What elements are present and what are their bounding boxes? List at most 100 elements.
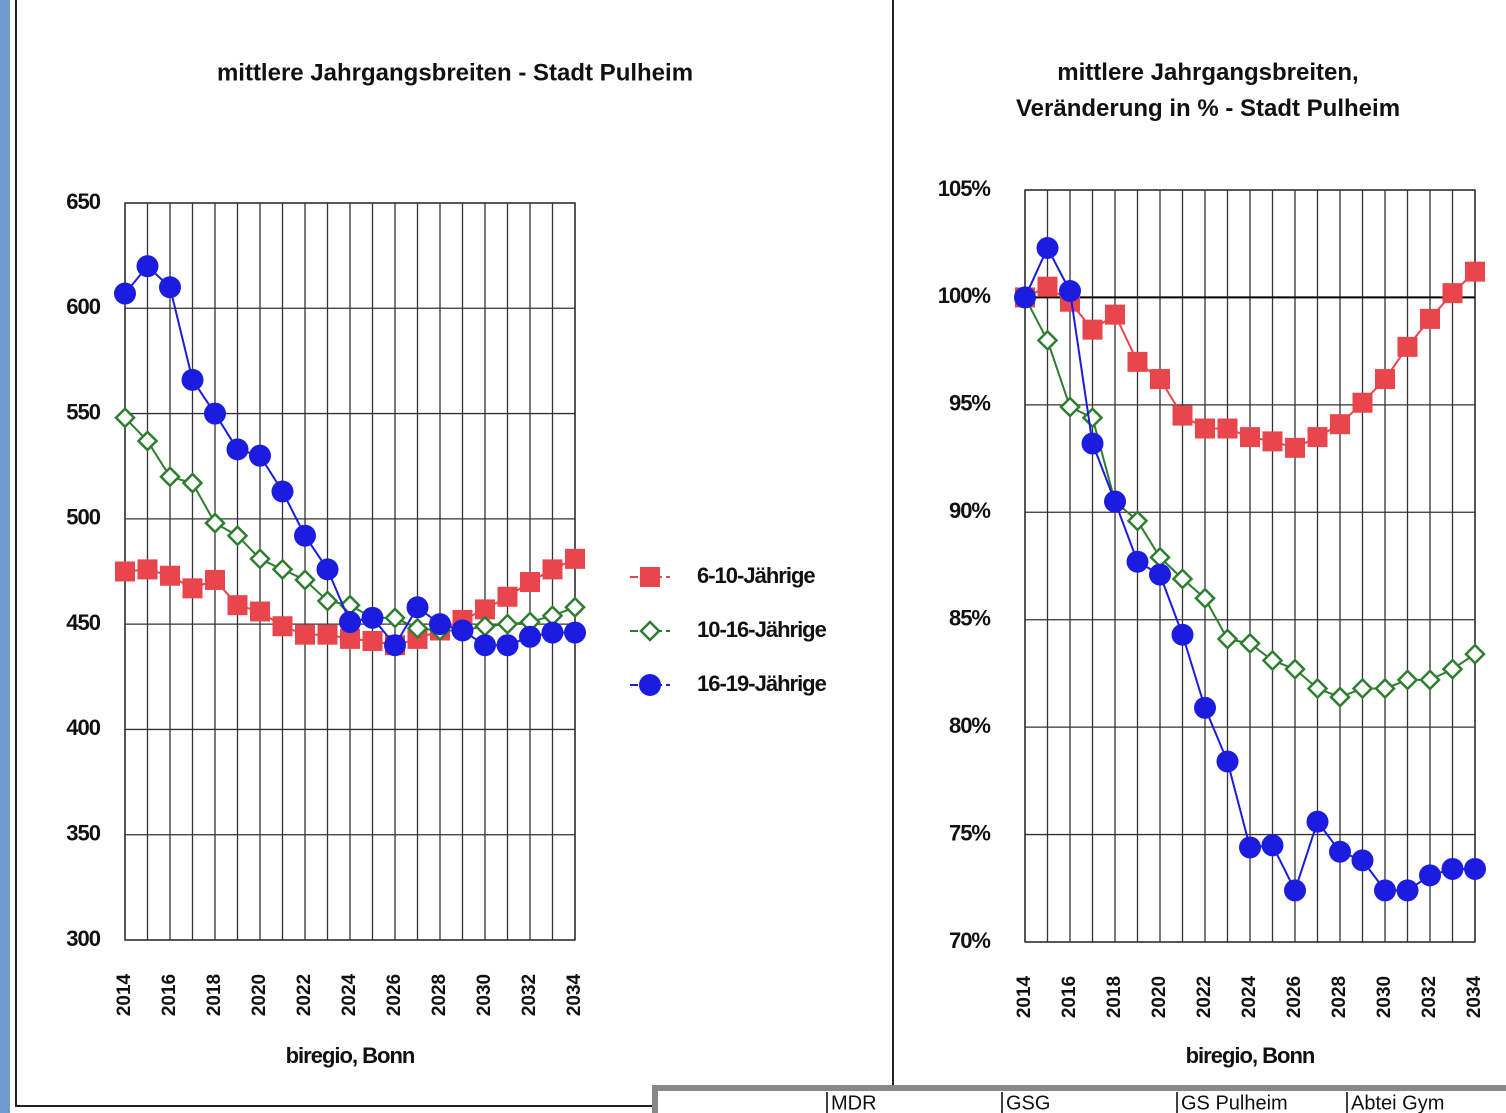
marker: [1262, 431, 1283, 452]
x-tick-label: 2022: [294, 974, 315, 1016]
x-tick-label: 2028: [429, 974, 450, 1016]
marker: [475, 599, 495, 620]
y-tick-label: 95%: [949, 391, 990, 416]
x-tick-label: 2030: [474, 974, 495, 1016]
x-tick-label: 2014: [1014, 975, 1035, 1018]
source: biregio, Bonn: [286, 1043, 415, 1068]
y-tick-label: 70%: [949, 928, 990, 953]
x-tick-label: 2014: [114, 973, 135, 1016]
marker: [1396, 879, 1419, 902]
marker: [1149, 563, 1171, 586]
marker: [114, 282, 136, 305]
marker: [429, 613, 451, 636]
legend-marker: [639, 674, 661, 696]
table-fragment: MDR GSG GS Pulheim Abtei Gym: [652, 1085, 1506, 1113]
marker: [1374, 677, 1396, 700]
x-tick-label: 2034: [1464, 975, 1485, 1018]
marker: [160, 565, 180, 586]
marker: [159, 276, 181, 299]
chart-title: mittlere Jahrgangsbreiten - Stadt Pulhei…: [217, 59, 693, 86]
y-tick-label: 400: [66, 715, 100, 740]
marker: [1171, 568, 1194, 590]
marker: [1374, 879, 1396, 902]
marker: [340, 628, 360, 649]
marker: [316, 590, 339, 612]
marker: [1036, 329, 1059, 352]
marker: [1216, 628, 1239, 650]
marker: [272, 616, 293, 637]
y-tick-label: 105%: [938, 176, 991, 201]
y-tick-label: 500: [66, 505, 100, 530]
x-tick-label: 2020: [1149, 976, 1170, 1018]
table-header: MDR: [831, 1092, 877, 1113]
marker: [565, 548, 585, 569]
x-tick-label: 2030: [1374, 976, 1395, 1018]
marker: [1465, 261, 1485, 282]
marker: [271, 558, 294, 581]
legend-marker: [639, 620, 661, 642]
y-tick-label: 80%: [949, 713, 990, 738]
marker: [1261, 834, 1284, 857]
marker: [1306, 810, 1329, 833]
x-tick-label: 2016: [1059, 976, 1080, 1018]
marker: [1330, 414, 1350, 435]
marker: [317, 624, 338, 645]
marker: [250, 601, 270, 622]
marker: [204, 402, 226, 425]
marker: [1442, 283, 1463, 304]
marker: [1172, 405, 1193, 426]
marker: [1351, 849, 1374, 872]
marker: [316, 558, 339, 581]
x-tick-label: 2032: [519, 974, 540, 1016]
y-tick-label: 100%: [938, 283, 991, 308]
table-header: Abtei Gym: [1351, 1092, 1444, 1113]
x-tick-label: 2020: [249, 974, 270, 1016]
marker: [1307, 427, 1328, 448]
x-tick-label: 2018: [204, 974, 225, 1016]
marker: [496, 613, 519, 635]
marker: [1105, 304, 1125, 325]
marker: [1441, 857, 1464, 880]
y-tick-label: 550: [66, 399, 100, 424]
y-tick-label: 75%: [949, 820, 990, 845]
marker: [339, 611, 361, 634]
marker: [1217, 418, 1238, 439]
marker: [1239, 632, 1261, 655]
marker: [1397, 336, 1418, 357]
marker: [474, 615, 496, 638]
table-header: GSG: [1006, 1092, 1050, 1113]
x-tick-label: 2024: [1239, 975, 1260, 1018]
x-tick-label: 2034: [564, 973, 585, 1016]
x-tick-label: 2026: [1284, 976, 1305, 1018]
marker: [1239, 836, 1261, 859]
marker: [1306, 677, 1329, 700]
marker: [1329, 840, 1351, 863]
marker: [249, 444, 271, 467]
marker: [114, 407, 136, 429]
marker: [384, 634, 406, 657]
marker: [137, 559, 158, 580]
marker: [384, 607, 406, 629]
marker: [474, 634, 496, 657]
marker: [1419, 864, 1441, 887]
x-tick-label: 2032: [1419, 976, 1440, 1018]
marker: [406, 617, 429, 640]
marker: [295, 624, 315, 645]
marker: [361, 606, 384, 629]
marker: [1171, 623, 1194, 646]
marker: [1375, 369, 1395, 390]
side-bar: [0, 0, 10, 1113]
marker: [226, 438, 249, 461]
marker: [1261, 649, 1284, 672]
marker: [564, 621, 586, 644]
marker: [1284, 879, 1306, 902]
marker: [1104, 490, 1126, 513]
y-tick-label: 450: [66, 610, 100, 635]
marker: [520, 572, 540, 593]
marker: [227, 595, 248, 616]
x-tick-label: 2024: [339, 973, 360, 1016]
marker: [1419, 669, 1441, 691]
marker: [204, 512, 226, 534]
marker: [541, 621, 564, 644]
marker: [159, 465, 181, 488]
